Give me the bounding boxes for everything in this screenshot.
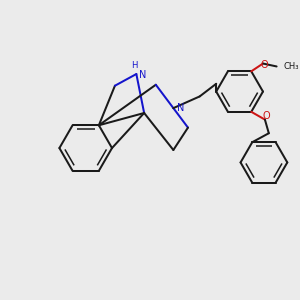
Text: O: O (262, 111, 270, 121)
Text: O: O (260, 59, 268, 70)
Text: CH₃: CH₃ (284, 62, 299, 71)
Text: H: H (131, 61, 138, 70)
Text: N: N (139, 70, 147, 80)
Text: N: N (178, 103, 185, 113)
